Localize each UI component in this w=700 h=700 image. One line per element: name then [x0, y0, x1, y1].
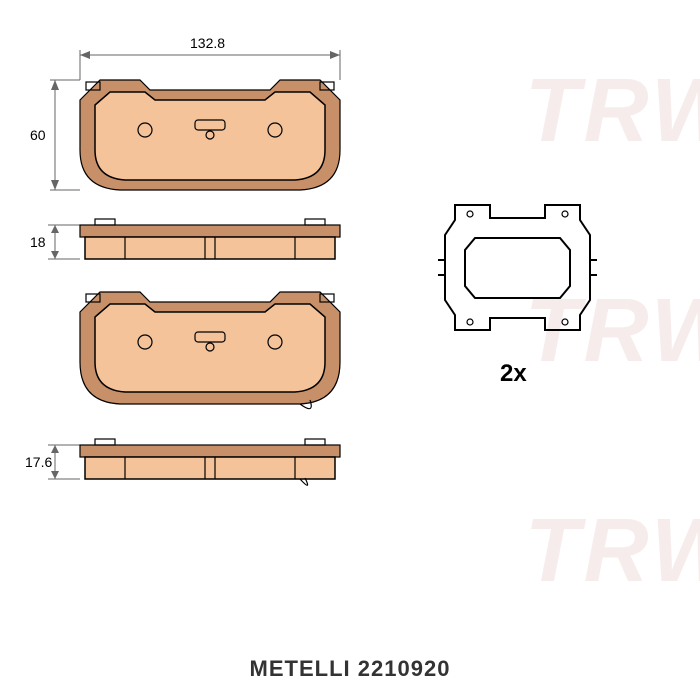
- pad-top-view-1: 18: [30, 219, 340, 259]
- brand-caption: METELLI 2210920: [0, 656, 700, 682]
- clip-drawing: [438, 205, 597, 330]
- clip-quantity-label: 2x: [500, 360, 527, 388]
- pad-front-view: 132.8 60: [30, 35, 340, 190]
- width-dimension: 132.8: [190, 35, 225, 51]
- pad-front-view-2: [80, 292, 340, 409]
- thickness2-dimension: 17.6: [25, 454, 52, 470]
- brand-name: METELLI: [250, 656, 351, 681]
- pad-top-view-2: 17.6: [25, 439, 340, 485]
- height-dimension: 60: [30, 127, 46, 143]
- thickness1-dimension: 18: [30, 234, 46, 250]
- part-number: 2210920: [358, 656, 451, 681]
